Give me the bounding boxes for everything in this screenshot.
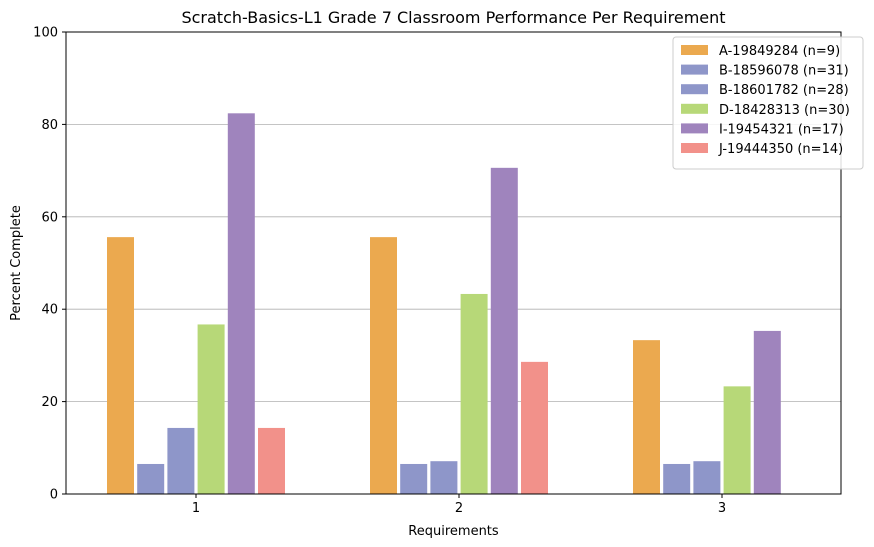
bar-I-19454321-req-3 [753,330,781,494]
legend-swatch [681,64,708,75]
y-tick-label: 80 [41,118,58,133]
bar-A-19849284-req-1 [107,237,134,495]
bar-J-19444350-req-1 [258,427,285,494]
y-tick-label: 0 [50,488,58,503]
legend-entry: D-18428313 (n=30) [719,103,850,118]
y-tick-label: 40 [41,303,58,318]
legend-swatch [681,123,708,134]
x-tick-label: 1 [192,501,200,516]
bars [107,113,781,495]
bar-B-18601782-req-1 [167,427,195,494]
legend-entry: I-19454321 (n=17) [719,122,844,137]
ticks: 0 20 40 60 80 100 1 2 3 [33,26,726,517]
bar-B-18601782-req-3 [693,461,721,494]
bar-I-19454321-req-1 [227,113,255,494]
legend-entry: J-19444350 (n=14) [718,142,843,157]
bar-A-19849284-req-3 [633,340,660,494]
legend-swatch [681,103,708,114]
x-tick-label: 3 [718,501,726,516]
legend-swatch [681,45,708,55]
axes-frame [65,31,842,495]
x-tick-label: 2 [455,501,463,516]
bar-B-18601782-req-2 [430,461,458,494]
y-tick-label: 20 [41,395,58,410]
legend-swatch [681,84,708,95]
bar-B-18596078-req-3 [663,463,691,494]
y-axis-label: Percent Complete [9,205,24,321]
bar-B-18596078-req-2 [400,463,428,494]
bar-D-18428313-req-1 [197,324,225,494]
bar-A-19849284-req-2 [370,237,397,495]
legend: A-19849284 (n=9) B-18596078 (n=31) B-18601… [672,36,864,170]
legend-swatch [681,143,708,153]
legend-entry: B-18596078 (n=31) [719,64,849,79]
bar-D-18428313-req-3 [723,386,751,494]
chart-title: Scratch-Basics-L1 Grade 7 Classroom Perf… [181,8,725,27]
bar-B-18596078-req-1 [137,463,165,494]
legend-entry: B-18601782 (n=28) [719,83,849,98]
bar-I-19454321-req-2 [490,167,518,494]
bar-D-18428313-req-2 [460,293,488,494]
x-axis-label: Requirements [408,524,499,539]
legend-box [672,36,864,170]
y-tick-label: 100 [33,26,58,41]
legend-entry: A-19849284 (n=9) [719,44,840,59]
bar-J-19444350-req-2 [521,361,548,494]
y-tick-label: 60 [41,210,58,225]
